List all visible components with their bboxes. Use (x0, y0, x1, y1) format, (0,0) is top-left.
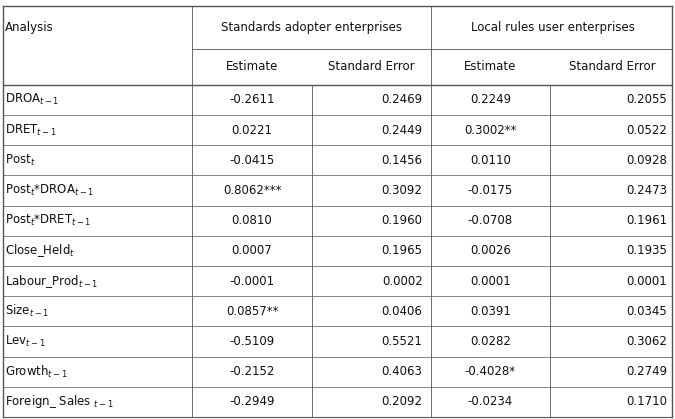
Text: Post$_{t}$*DROA$_{t-1}$: Post$_{t}$*DROA$_{t-1}$ (5, 183, 95, 198)
Text: Size$_{t-1}$: Size$_{t-1}$ (5, 303, 49, 319)
Text: 0.2469: 0.2469 (381, 93, 423, 106)
Text: 0.0810: 0.0810 (232, 214, 273, 227)
Text: Analysis: Analysis (5, 21, 54, 34)
Text: 0.0026: 0.0026 (470, 244, 511, 257)
Text: 0.4063: 0.4063 (381, 365, 423, 378)
Text: -0.4028*: -0.4028* (465, 365, 516, 378)
Text: 0.0001: 0.0001 (470, 274, 511, 287)
Text: 0.1710: 0.1710 (626, 395, 667, 408)
Text: Growth$_{t-1}$: Growth$_{t-1}$ (5, 364, 68, 380)
Text: 0.0110: 0.0110 (470, 154, 511, 167)
Text: 0.3002**: 0.3002** (464, 124, 516, 137)
Text: 0.1456: 0.1456 (381, 154, 423, 167)
Text: -0.0415: -0.0415 (230, 154, 275, 167)
Text: -0.0175: -0.0175 (468, 184, 513, 197)
Text: Post$_{t}$*DRET$_{t-1}$: Post$_{t}$*DRET$_{t-1}$ (5, 213, 92, 228)
Text: -0.0234: -0.0234 (468, 395, 513, 408)
Text: 0.0282: 0.0282 (470, 335, 511, 348)
Text: 0.0221: 0.0221 (232, 124, 273, 137)
Text: 0.3062: 0.3062 (626, 335, 667, 348)
Text: 0.2473: 0.2473 (626, 184, 667, 197)
Text: 0.2055: 0.2055 (626, 93, 667, 106)
Text: 0.0857**: 0.0857** (226, 305, 278, 318)
Text: Local rules user enterprises: Local rules user enterprises (471, 21, 634, 34)
Text: 0.2449: 0.2449 (381, 124, 423, 137)
Text: 0.2092: 0.2092 (381, 395, 423, 408)
Text: 0.1960: 0.1960 (381, 214, 423, 227)
Text: 0.1961: 0.1961 (626, 214, 667, 227)
Text: 0.0002: 0.0002 (382, 274, 423, 287)
Text: Close_Held$_{t}$: Close_Held$_{t}$ (5, 242, 76, 259)
Text: 0.0001: 0.0001 (626, 274, 667, 287)
Text: 0.0007: 0.0007 (232, 244, 273, 257)
Text: -0.2949: -0.2949 (230, 395, 275, 408)
Text: Estimate: Estimate (226, 60, 278, 73)
Text: Estimate: Estimate (464, 60, 516, 73)
Text: 0.0406: 0.0406 (381, 305, 423, 318)
Text: 0.0391: 0.0391 (470, 305, 511, 318)
Text: -0.2152: -0.2152 (230, 365, 275, 378)
Text: Standards adopter enterprises: Standards adopter enterprises (221, 21, 402, 34)
Text: 0.0345: 0.0345 (626, 305, 667, 318)
Text: Standard Error: Standard Error (569, 60, 656, 73)
Text: DRET$_{t-1}$: DRET$_{t-1}$ (5, 122, 57, 137)
Text: -0.5109: -0.5109 (230, 335, 275, 348)
Text: 0.1965: 0.1965 (381, 244, 423, 257)
Text: Lev$_{t-1}$: Lev$_{t-1}$ (5, 334, 46, 349)
Text: -0.0708: -0.0708 (468, 214, 513, 227)
Text: 0.8062***: 0.8062*** (223, 184, 281, 197)
Text: 0.2249: 0.2249 (470, 93, 511, 106)
Text: 0.1935: 0.1935 (626, 244, 667, 257)
Text: Standard Error: Standard Error (328, 60, 414, 73)
Text: 0.0522: 0.0522 (626, 124, 667, 137)
Text: DROA$_{t-1}$: DROA$_{t-1}$ (5, 92, 60, 107)
Text: Post$_{t}$: Post$_{t}$ (5, 153, 36, 168)
Text: 0.3092: 0.3092 (381, 184, 423, 197)
Text: -0.0001: -0.0001 (230, 274, 275, 287)
Text: 0.2749: 0.2749 (626, 365, 667, 378)
Text: 0.0928: 0.0928 (626, 154, 667, 167)
Text: Labour_Prod$_{t-1}$: Labour_Prod$_{t-1}$ (5, 273, 99, 290)
Text: Foreign_ Sales $_{t-1}$: Foreign_ Sales $_{t-1}$ (5, 393, 114, 410)
Text: 0.5521: 0.5521 (381, 335, 423, 348)
Text: -0.2611: -0.2611 (230, 93, 275, 106)
